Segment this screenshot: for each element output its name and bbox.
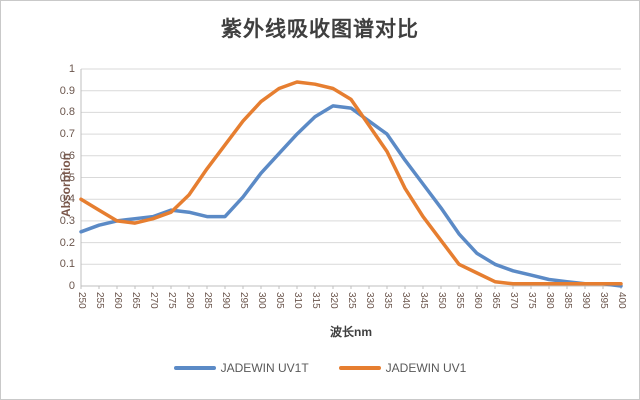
y-tick-label: 0.1 [59,258,75,271]
x-tick-label: 350 [436,292,447,309]
y-tick-label: 0.5 [59,171,75,184]
x-tick-label: 380 [544,292,555,309]
y-tick-label: 1 [68,63,75,75]
x-tick-label: 385 [562,292,573,309]
x-tick-label: 270 [148,292,159,309]
y-tick-label: 0 [68,280,75,292]
y-tick-label: 0.2 [59,236,75,249]
x-tick-label: 265 [130,292,141,309]
y-tick-label: 0.9 [59,84,75,97]
x-tick-label: 365 [490,292,501,309]
x-tick-label: 360 [472,292,483,309]
y-tick-label: 0.4 [59,193,75,206]
x-tick-label: 345 [418,292,429,309]
x-tick-label: 300 [256,292,267,309]
legend-item-jadewin-uv1: JADEWIN UV1 [338,361,467,375]
x-tick-label: 275 [166,292,177,309]
x-tick-label: 400 [616,292,627,309]
x-tick-label: 290 [220,292,231,309]
chart-title: 紫外线吸收图谱对比 [221,17,419,41]
y-tick-label: 0.6 [59,149,75,162]
x-tick-label: 280 [184,292,195,309]
legend-label: JADEWIN UV1T [220,361,309,375]
x-axis-title: 波长nm [329,325,372,339]
y-tick-label: 0.3 [59,214,75,227]
y-tick-label: 0.8 [59,106,75,119]
x-tick-label: 355 [454,292,465,309]
x-tick-label: 370 [508,292,519,309]
legend-item-jadewin-uv1t: JADEWIN UV1T [173,361,309,375]
x-tick-label: 390 [580,292,591,309]
x-tick-label: 255 [94,292,105,309]
x-tick-label: 330 [364,292,375,309]
legend: JADEWIN UV1T JADEWIN UV1 [1,361,639,375]
x-tick-label: 375 [526,292,537,309]
y-tick-label: 0.7 [59,128,75,141]
x-tick-label: 250 [76,292,87,309]
x-tick-label: 315 [310,292,321,309]
series-line-jadewin-uv1 [79,80,623,286]
x-tick-label: 310 [292,292,303,309]
x-tick-label: 285 [202,292,213,309]
x-tick-label: 295 [238,292,249,309]
x-tick-label: 320 [328,292,339,309]
x-tick-label: 335 [382,292,393,309]
x-tick-label: 260 [112,292,123,309]
legend-line-swatch [173,366,216,370]
legend-label: JADEWIN UV1 [385,361,467,375]
x-tick-label: 340 [400,292,411,309]
series-line-jadewin-uv1t [79,104,623,288]
x-tick-label: 325 [346,292,357,309]
legend-line-swatch [338,366,381,370]
x-tick-label: 395 [598,292,609,309]
x-tick-label: 305 [274,292,285,309]
